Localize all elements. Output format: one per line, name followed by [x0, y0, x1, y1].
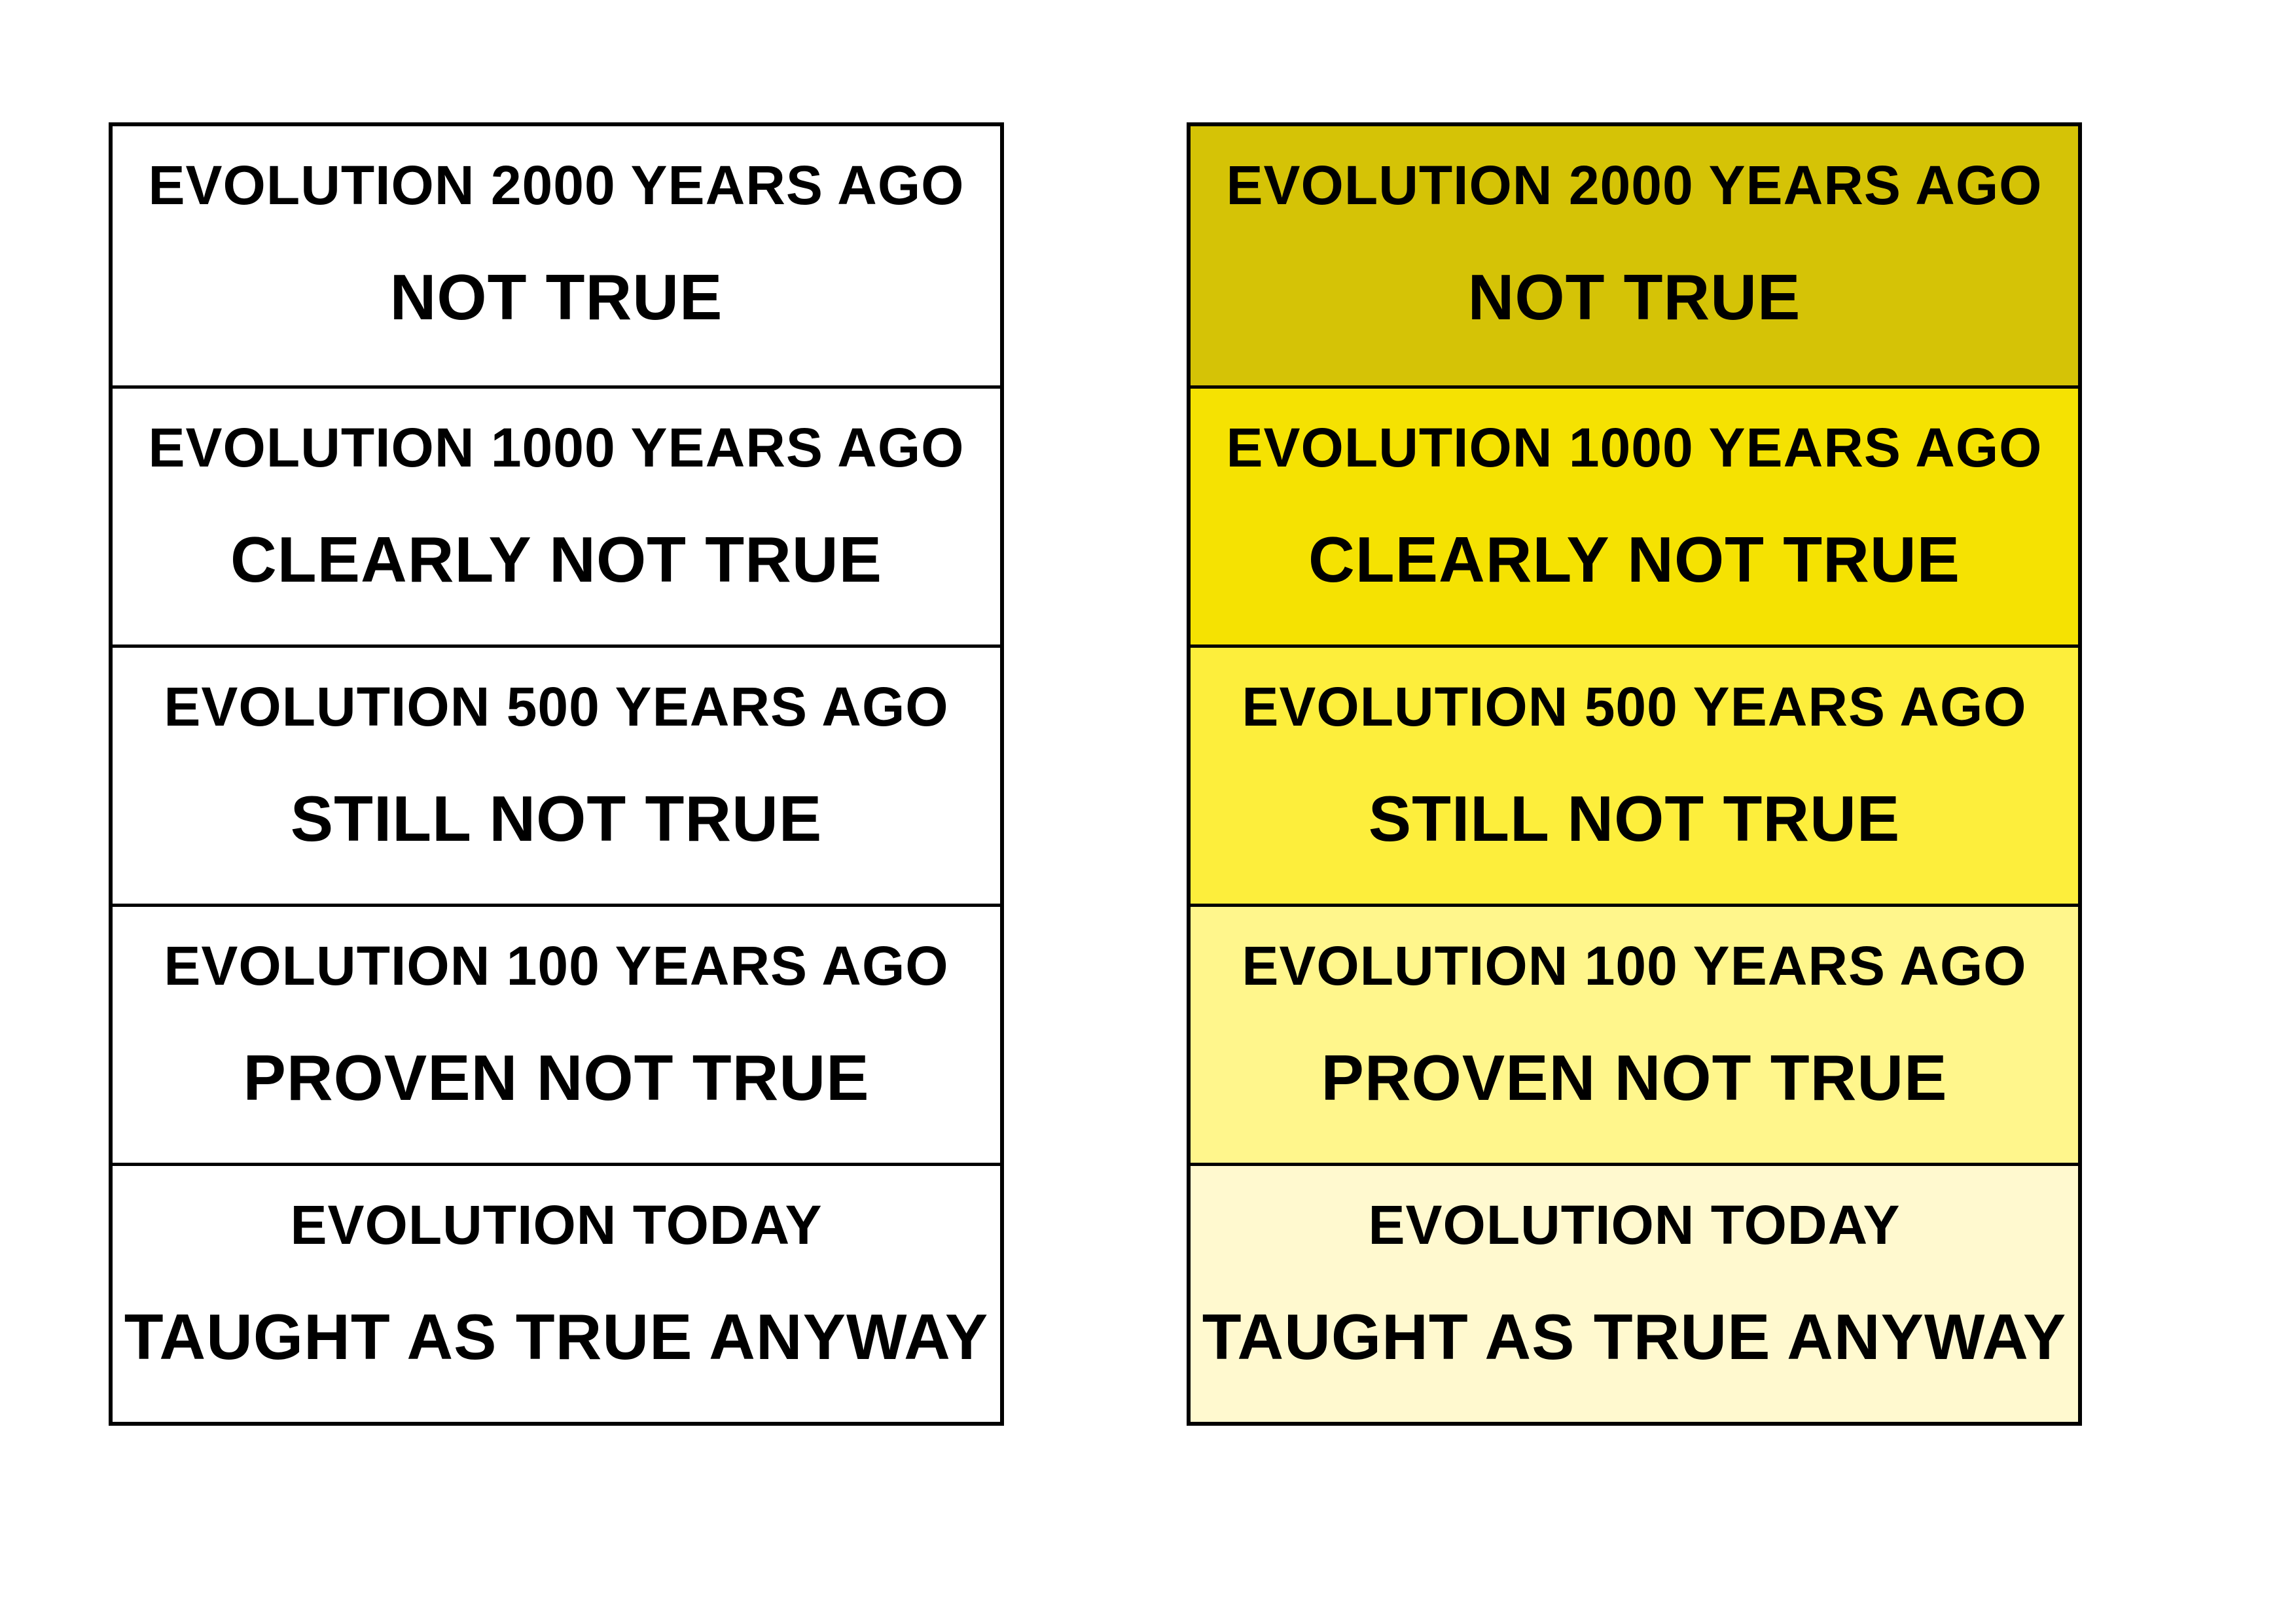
card-column: EVOLUTION 2000 YEARS AGO NOT TRUE EVOLUTIO…: [1187, 122, 2082, 1426]
card: EVOLUTION 2000 YEARS AGO NOT TRUE: [113, 126, 1000, 385]
card-heading: EVOLUTION 100 YEARS AGO: [1242, 935, 2027, 997]
card: EVOLUTION 500 YEARS AGO STILL NOT TRUE: [113, 644, 1000, 904]
card-heading: EVOLUTION 2000 YEARS AGO: [148, 154, 965, 216]
card-verdict: NOT TRUE: [389, 261, 723, 333]
card-verdict: PROVEN NOT TRUE: [243, 1042, 870, 1114]
card-heading: EVOLUTION TODAY: [290, 1194, 823, 1256]
card-heading: EVOLUTION 500 YEARS AGO: [164, 676, 949, 737]
card: EVOLUTION 1000 YEARS AGO CLEARLY NOT TRUE: [1191, 385, 2078, 644]
card-verdict: STILL NOT TRUE: [1368, 783, 1901, 855]
card-heading: EVOLUTION 1000 YEARS AGO: [1226, 417, 2043, 478]
card-verdict: STILL NOT TRUE: [290, 783, 823, 855]
card-column: EVOLUTION 2000 YEARS AGO NOT TRUE EVOLUTIO…: [109, 122, 1004, 1426]
card-heading: EVOLUTION TODAY: [1368, 1194, 1901, 1256]
card: EVOLUTION 500 YEARS AGO STILL NOT TRUE: [1191, 644, 2078, 904]
card-heading: EVOLUTION 500 YEARS AGO: [1242, 676, 2027, 737]
card: EVOLUTION 2000 YEARS AGO NOT TRUE: [1191, 126, 2078, 385]
card-verdict: PROVEN NOT TRUE: [1321, 1042, 1948, 1114]
card-verdict: TAUGHT AS TRUE ANYWAY: [1202, 1301, 2067, 1373]
card-verdict: TAUGHT AS TRUE ANYWAY: [124, 1301, 989, 1373]
card-verdict: CLEARLY NOT TRUE: [1308, 523, 1961, 595]
card-verdict: NOT TRUE: [1467, 261, 1801, 333]
card: EVOLUTION TODAY TAUGHT AS TRUE ANYWAY: [113, 1163, 1000, 1422]
card-verdict: CLEARLY NOT TRUE: [230, 523, 883, 595]
card: EVOLUTION TODAY TAUGHT AS TRUE ANYWAY: [1191, 1163, 2078, 1422]
card-heading: EVOLUTION 1000 YEARS AGO: [148, 417, 965, 478]
card: EVOLUTION 1000 YEARS AGO CLEARLY NOT TRUE: [113, 385, 1000, 644]
card-heading: EVOLUTION 2000 YEARS AGO: [1226, 154, 2043, 216]
card: EVOLUTION 100 YEARS AGO PROVEN NOT TRUE: [1191, 904, 2078, 1163]
card: EVOLUTION 100 YEARS AGO PROVEN NOT TRUE: [113, 904, 1000, 1163]
card-heading: EVOLUTION 100 YEARS AGO: [164, 935, 949, 997]
